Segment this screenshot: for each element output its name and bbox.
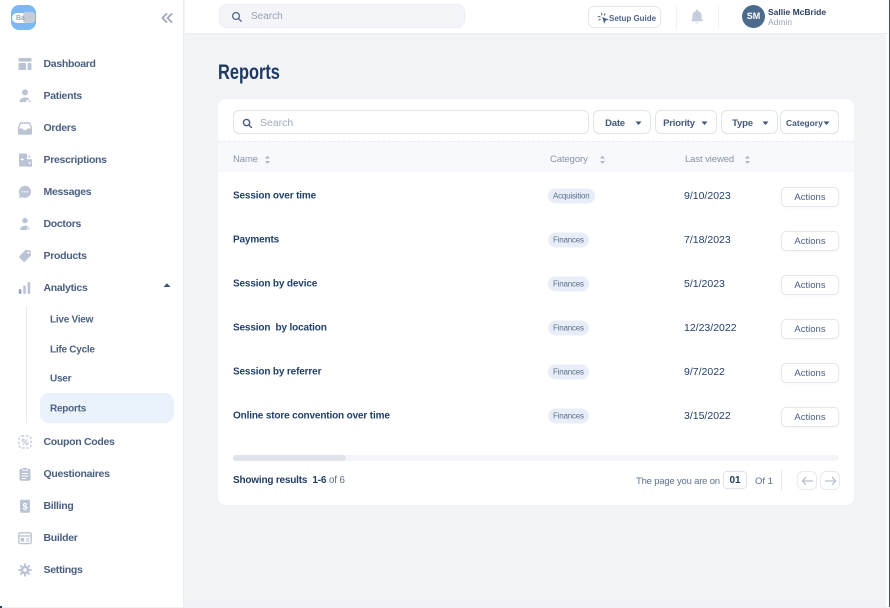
svg-text:$: $: [22, 501, 27, 511]
